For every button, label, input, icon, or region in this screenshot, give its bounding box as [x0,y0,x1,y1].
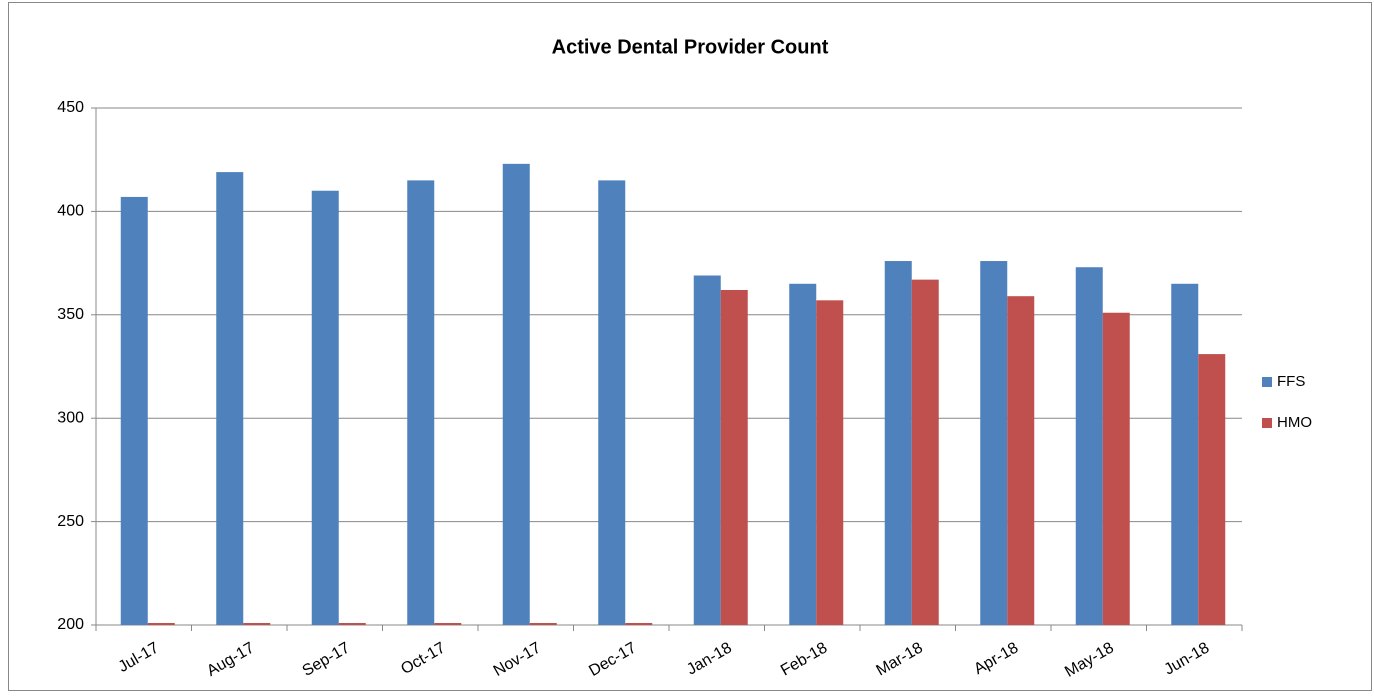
bar [407,180,435,625]
legend-swatch [1262,377,1272,387]
bar [720,289,748,625]
bar [980,261,1008,625]
bar [434,623,462,625]
chart-border [8,2,1372,691]
chart-title: Active Dental Provider Count [552,36,829,58]
y-tick-label: 250 [57,513,84,530]
bar [1102,312,1130,625]
bar [338,623,366,625]
legend-swatch [1262,418,1272,428]
legend-label: HMO [1277,414,1312,431]
bar [884,261,912,625]
bar [625,623,653,625]
bar [120,196,148,625]
bar [502,163,530,625]
bar [216,172,244,625]
legend-label: FFS [1277,373,1305,390]
bar [1075,267,1103,625]
bar [243,623,271,625]
bar [789,283,817,625]
bar [1007,296,1035,625]
bar [693,275,721,625]
bar [311,190,339,625]
y-tick-label: 450 [57,99,84,116]
bar [529,623,557,625]
y-tick-label: 350 [57,306,84,323]
bar [816,300,844,625]
y-tick-label: 200 [57,616,84,633]
bar [911,279,939,625]
bar [147,623,175,625]
y-tick-label: 300 [57,409,84,426]
bar [598,180,626,625]
y-tick-label: 400 [57,203,84,220]
bar [1198,354,1226,625]
bar [1171,283,1199,625]
